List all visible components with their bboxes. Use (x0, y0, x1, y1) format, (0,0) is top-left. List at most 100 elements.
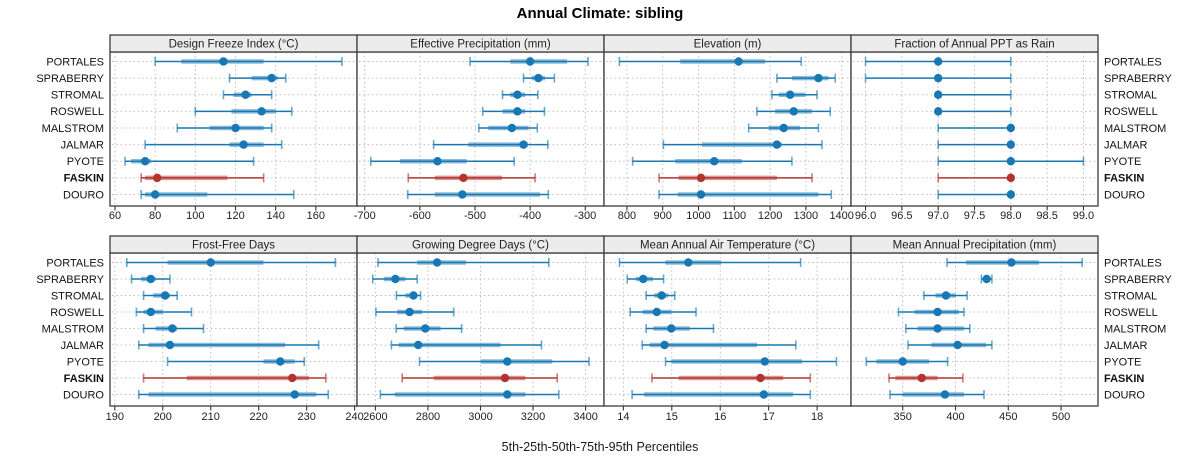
series-PORTALES (125, 258, 337, 267)
median-dot (657, 291, 666, 300)
tick-label: 120 (226, 210, 244, 222)
series-SPRABERRY (371, 274, 418, 284)
tick-label: 220 (249, 411, 267, 423)
panel-mean-annual-air-temperature-c: Mean Annual Air Temperature (°C) 14 15 16 17… (603, 235, 852, 423)
panel-design-freeze-index-c: Design Freeze Index (°C) 60 80 100 120 140 160 (109, 34, 358, 222)
series-PORTALES (864, 57, 1012, 66)
series-MALSTROM (905, 324, 971, 333)
panel-growing-degree-days-c: Growing Degree Days (°C) 2600 2800 3000 3200… (356, 235, 605, 423)
series-STROMAL (501, 90, 539, 100)
median-dot (140, 157, 150, 166)
median-dot (290, 390, 299, 399)
site-label-left-stromal: STROMAL (51, 290, 104, 302)
chart-caption: 5th-25th-50th-75th-95th Percentiles (501, 440, 699, 454)
series-PORTALES (618, 57, 803, 66)
tick-label: -500 (464, 210, 486, 222)
site-label-left-douro: DOURO (63, 189, 104, 201)
tick-label: 1400 (829, 210, 853, 222)
median-dot (146, 274, 155, 284)
tick-label: 210 (202, 411, 220, 423)
panel-elevation-m: Elevation (m) 800 900 1000 1100 1200 1300 1400 (603, 34, 854, 222)
series-JALMAR (144, 140, 283, 150)
series-PORTALES (154, 57, 343, 66)
median-dot (684, 258, 693, 267)
median-dot (941, 291, 951, 300)
series-MALSTROM (142, 324, 205, 333)
site-label-right-malstrom: MALSTROM (1104, 123, 1166, 135)
series-SPRABERRY (522, 73, 556, 83)
site-label-left-douro: DOURO (63, 389, 104, 401)
median-dot (734, 57, 743, 66)
median-dot (239, 140, 248, 149)
series-PORTALES (618, 258, 802, 267)
median-dot (756, 373, 765, 383)
median-dot (917, 373, 926, 383)
series-PORTALES (469, 57, 589, 66)
median-dot (433, 157, 442, 166)
series-PORTALES (377, 258, 550, 267)
site-label-right-jalmar: JALMAR (1104, 340, 1147, 352)
panel-title: Fraction of Annual PPT as Rain (894, 39, 1054, 51)
median-dot (1007, 258, 1016, 267)
series-SPRABERRY (626, 274, 665, 284)
series-STROMAL (645, 291, 676, 300)
series-ROSWELL (481, 106, 546, 116)
tick-label: 400 (946, 411, 964, 423)
site-label-right-faskin: FASKIN (1104, 373, 1144, 385)
series-FASKIN (888, 373, 964, 383)
median-dot (789, 107, 798, 116)
site-label-right-stromal: STROMAL (1104, 290, 1157, 302)
series-ROSWELL (375, 307, 455, 317)
tick-label: 190 (106, 411, 124, 423)
series-MALSTROM (937, 123, 1016, 133)
site-label-right-douro: DOURO (1104, 389, 1145, 401)
median-dot (458, 190, 467, 199)
series-PYOTE (865, 357, 949, 366)
median-dot (660, 340, 669, 350)
series-DOURO (658, 190, 833, 199)
site-label-left-pyote: PYOTE (67, 356, 104, 368)
site-label-right-portales: PORTALES (1104, 257, 1162, 269)
site-label-left-roswell: ROSWELL (50, 106, 104, 118)
site-label-left-portales: PORTALES (46, 257, 104, 269)
median-dot (267, 73, 276, 83)
site-label-left-malstrom: MALSTROM (42, 123, 104, 135)
series-MALSTROM (747, 123, 820, 133)
tick-label: 3000 (468, 411, 492, 423)
median-dot (432, 258, 442, 267)
series-STROMAL (395, 291, 422, 300)
panel-fraction-of-annual-ppt-as-rain: Fraction of Annual PPT as Rain 96.0 96.5 97… (850, 34, 1099, 222)
median-dot (525, 57, 535, 66)
tick-label: 200 (154, 411, 172, 423)
panel-title: Frost-Free Days (192, 240, 275, 252)
tick-label: 99.0 (1073, 210, 1094, 222)
median-dot (206, 258, 215, 267)
series-ROSWELL (756, 106, 832, 116)
site-label-right-roswell: ROSWELL (1104, 106, 1158, 118)
median-dot (933, 107, 943, 116)
series-FASKIN (937, 173, 1016, 183)
series-DOURO (889, 390, 985, 399)
site-label-right-malstrom: MALSTROM (1104, 323, 1166, 335)
median-dot (257, 107, 266, 116)
tick-label: 1100 (722, 210, 746, 222)
median-dot (513, 90, 522, 99)
series-SPRABERRY (130, 274, 171, 284)
median-dot (933, 57, 943, 66)
panel-frost-free-days: Frost-Free Days 190 200 210 220 230 240 (106, 235, 364, 423)
median-dot (219, 57, 228, 66)
median-dot (933, 324, 942, 333)
median-dot (1006, 123, 1016, 133)
tick-label: 160 (307, 210, 325, 222)
tick-label: 1300 (794, 210, 818, 222)
median-dot (513, 107, 522, 116)
median-dot (288, 373, 297, 383)
site-label-right-faskin: FASKIN (1104, 173, 1144, 185)
site-label-left-jalmar: JALMAR (61, 340, 104, 352)
series-STROMAL (222, 90, 273, 100)
site-label-left-faskin: FASKIN (64, 373, 104, 385)
series-MALSTROM (395, 324, 463, 333)
median-dot (391, 274, 400, 284)
